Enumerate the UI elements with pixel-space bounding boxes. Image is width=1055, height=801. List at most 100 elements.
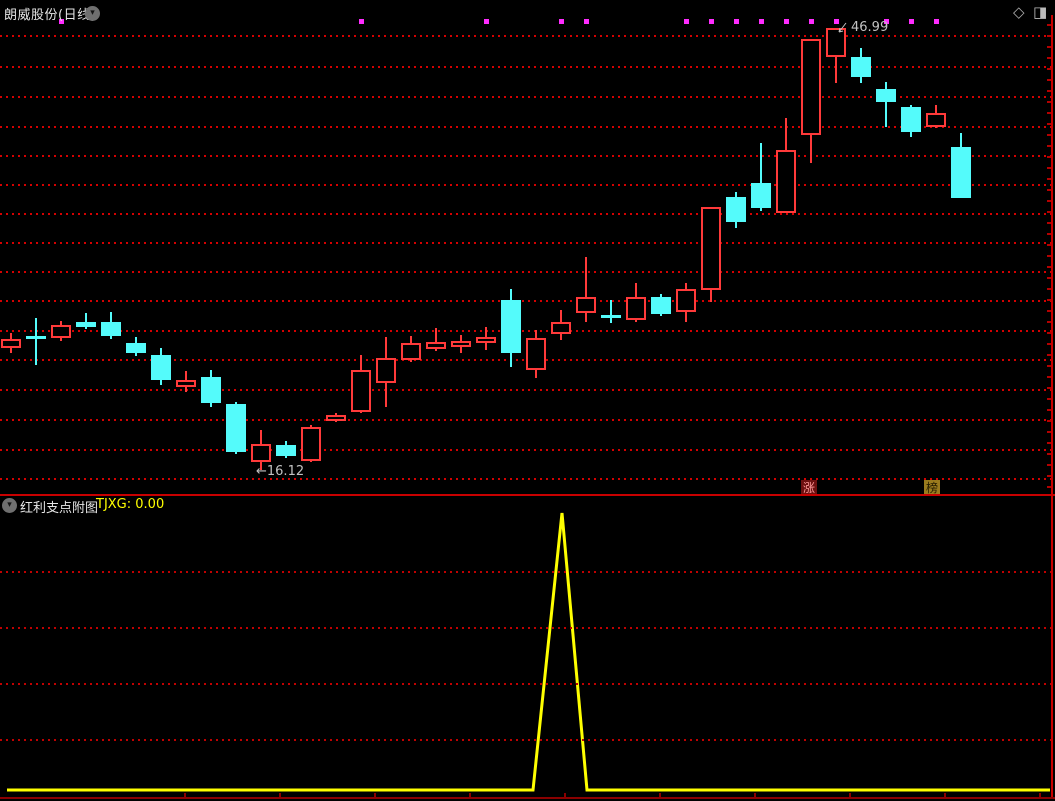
candle-upper-wick [85, 313, 87, 322]
chevron-glyph: ▾ [90, 8, 95, 18]
high-price-annotation: 46.99 [838, 20, 888, 35]
candle-upper-wick [410, 336, 412, 343]
candle-lower-wick [135, 353, 137, 356]
main-candlestick-chart[interactable] [0, 0, 1055, 495]
axis-tick [1047, 68, 1051, 70]
gridline [0, 35, 1051, 37]
axis-tick [1047, 365, 1051, 367]
chevron-glyph: ▾ [7, 500, 12, 510]
candle-upper-wick [135, 337, 137, 343]
axis-tick [1047, 46, 1051, 48]
axis-tick [1047, 321, 1051, 323]
sub-panel-title: 红利支点附图 [20, 501, 99, 516]
gridline [0, 571, 1051, 573]
candle-upper-wick [360, 355, 362, 370]
candle-body [776, 150, 796, 213]
candle-lower-wick [735, 222, 737, 228]
axis-tick [1047, 156, 1051, 158]
axis-tick [374, 793, 376, 797]
candle-lower-wick [460, 347, 462, 353]
sub-panel-chevron-down-icon[interactable]: ▾ [2, 498, 17, 513]
candle-lower-wick [810, 135, 812, 163]
candle-lower-wick [660, 314, 662, 316]
candle-body [26, 336, 46, 339]
candle-body [401, 343, 421, 360]
bang-badge[interactable]: 榜 [924, 480, 940, 495]
candle-upper-wick [460, 335, 462, 341]
chevron-down-icon[interactable]: ▾ [85, 6, 100, 21]
axis-tick [1047, 178, 1051, 180]
axis-tick [1047, 112, 1051, 114]
candle-upper-wick [485, 327, 487, 337]
axis-tick [1047, 24, 1051, 26]
candle-lower-wick [285, 456, 287, 458]
gridline [0, 242, 1051, 244]
signal-dot [809, 19, 814, 24]
candle-body [51, 325, 71, 338]
candle-body [151, 355, 171, 380]
candle-lower-wick [160, 380, 162, 385]
candle-body [526, 338, 546, 370]
candle-lower-wick [935, 127, 937, 128]
axis-tick [1047, 387, 1051, 389]
axis-tick [1047, 475, 1051, 477]
axis-tick [1047, 453, 1051, 455]
axis-tick [1047, 376, 1051, 378]
candle-lower-wick [685, 312, 687, 322]
candle-upper-wick [35, 318, 37, 336]
axis-tick [1047, 145, 1051, 147]
axis-tick [1047, 266, 1051, 268]
zhang-badge[interactable]: 涨 [801, 480, 817, 495]
panel-split-icon[interactable]: ◨ [1033, 4, 1047, 20]
candle-upper-wick [910, 105, 912, 107]
panel-divider[interactable] [0, 494, 1055, 496]
axis-tick [944, 793, 946, 797]
candle-upper-wick [435, 328, 437, 342]
candle-lower-wick [235, 452, 237, 454]
candle-lower-wick [635, 320, 637, 322]
candle-lower-wick [410, 360, 412, 362]
gridline [0, 627, 1051, 629]
signal-dot [934, 19, 939, 24]
high-price-label: 46.99 [851, 20, 889, 35]
candle-upper-wick [610, 300, 612, 315]
candle-body [1, 339, 21, 348]
high-leader-arrow-icon [838, 22, 847, 33]
axis-tick [1047, 277, 1051, 279]
gridline [0, 213, 1051, 215]
axis-tick [754, 793, 756, 797]
candle-upper-wick [860, 48, 862, 57]
candle-upper-wick [785, 118, 787, 150]
candle-lower-wick [560, 334, 562, 340]
candle-lower-wick [210, 403, 212, 407]
candle-body [926, 113, 946, 127]
axis-tick [1047, 211, 1051, 213]
candle-body [726, 197, 746, 222]
candle-body [851, 57, 871, 77]
diamond-icon[interactable]: ◇ [1013, 4, 1025, 20]
axis-tick [1047, 431, 1051, 433]
candle-lower-wick [485, 343, 487, 350]
candle-lower-wick [435, 349, 437, 351]
gridline [0, 389, 1051, 391]
axis-tick [1047, 200, 1051, 202]
candle-lower-wick [610, 318, 612, 323]
candle-body [451, 341, 471, 347]
candle-body [201, 377, 221, 403]
axis-tick [1047, 167, 1051, 169]
candle-body [226, 404, 246, 452]
signal-dot [759, 19, 764, 24]
signal-dot [559, 19, 564, 24]
candle-upper-wick [735, 192, 737, 197]
candle-upper-wick [235, 402, 237, 404]
right-price-axis [1051, 15, 1053, 797]
gridline [0, 300, 1051, 302]
axis-tick [184, 793, 186, 797]
candle-body [76, 322, 96, 327]
axis-tick [1047, 354, 1051, 356]
gridline [0, 683, 1051, 685]
candle-upper-wick [260, 430, 262, 444]
candle-lower-wick [385, 383, 387, 407]
axis-tick [659, 793, 661, 797]
candle-body [951, 147, 971, 198]
